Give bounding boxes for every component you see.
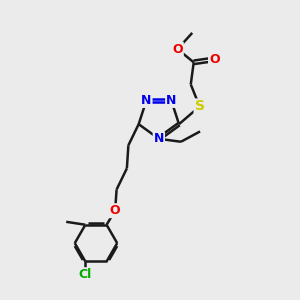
Text: S: S [195,100,205,113]
Text: O: O [172,43,183,56]
Text: O: O [110,204,120,217]
Text: N: N [141,94,152,107]
Text: Cl: Cl [79,268,92,281]
Text: N: N [154,132,164,145]
Text: O: O [209,53,220,66]
Text: N: N [166,94,176,107]
